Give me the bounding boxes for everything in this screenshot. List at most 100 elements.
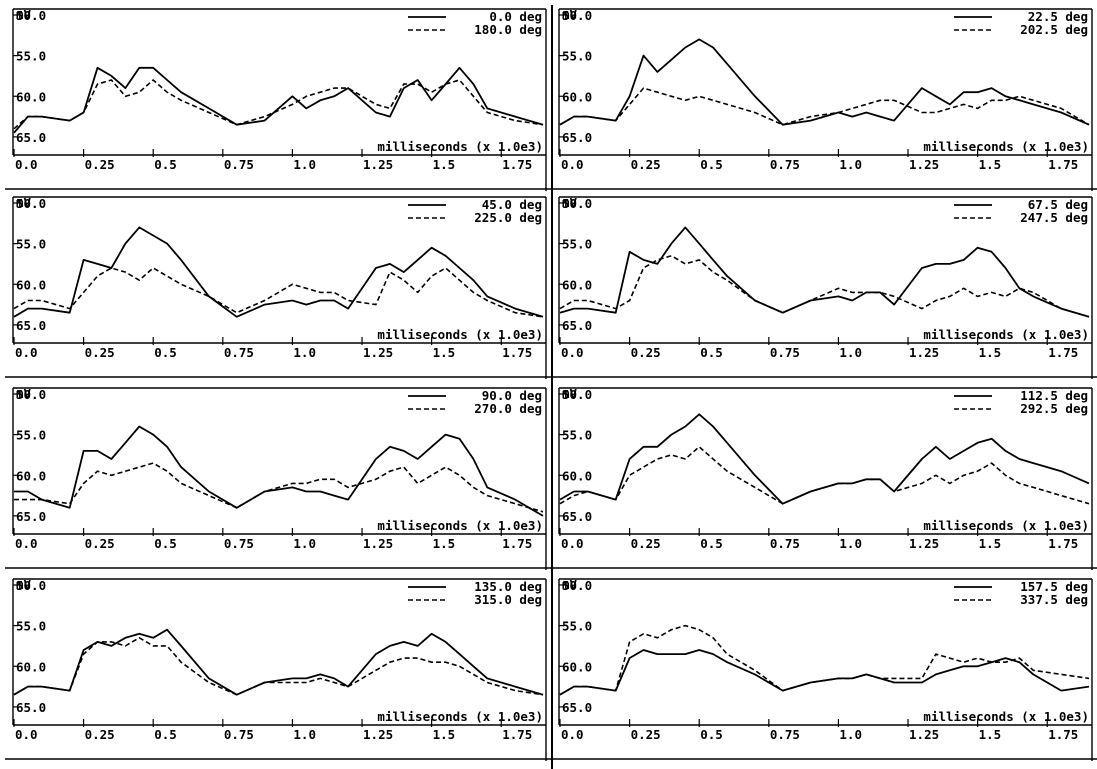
legend-label-1: 67.5 deg [1028, 197, 1088, 212]
y-tick-label: 55.0 [562, 237, 592, 252]
x-tick-label: 1.25 [363, 536, 393, 551]
legend-label-1: 112.5 deg [1020, 388, 1088, 403]
x-tick-label: 1.5 [979, 727, 1002, 742]
x-axis-label: milliseconds (x 1.0e3) [377, 518, 543, 533]
legend-label-2: 202.5 deg [1020, 22, 1088, 37]
x-tick-label: 1.25 [909, 345, 939, 360]
legend-label-1: 0.0 deg [489, 9, 542, 24]
y-tick-label: 55.0 [16, 49, 46, 64]
x-tick-label: 1.5 [433, 345, 456, 360]
x-tick-label: 1.75 [1048, 157, 1078, 172]
x-tick-label: 0.0 [15, 727, 38, 742]
x-tick-label: 1.5 [979, 345, 1002, 360]
x-tick-label: 0.5 [700, 536, 723, 551]
x-axis-label: milliseconds (x 1.0e3) [377, 139, 543, 154]
y-tick-label: 50.0 [16, 196, 46, 211]
y-tick-label: 65.0 [562, 700, 592, 715]
series-line-1 [13, 66, 544, 134]
x-tick-label: 1.5 [433, 536, 456, 551]
y-tick-label: 65.0 [16, 130, 46, 145]
x-tick-label: 1.75 [1048, 345, 1078, 360]
x-tick-label: 0.75 [224, 727, 254, 742]
y-axis-label: mV [562, 577, 578, 592]
legend-label-2: 315.0 deg [474, 592, 542, 607]
x-tick-label: 0.75 [224, 157, 254, 172]
x-tick-label: 0.25 [631, 157, 661, 172]
y-tick-label: 60.0 [16, 89, 46, 104]
legend-label-2: 247.5 deg [1020, 210, 1088, 225]
y-tick-label: 50.0 [16, 387, 46, 402]
x-tick-label: 0.25 [85, 727, 115, 742]
x-tick-label: 1.0 [839, 157, 862, 172]
series-line-1 [13, 628, 544, 696]
y-tick-label: 65.0 [16, 700, 46, 715]
x-tick-label: 1.75 [502, 727, 532, 742]
x-tick-label: 0.25 [85, 157, 115, 172]
y-tick-label: 65.0 [562, 318, 592, 333]
x-tick-label: 0.5 [700, 727, 723, 742]
plot-panel-4: mV 50.0 55.0 60.0 65.0 0.0 0.25 0.5 0.75 1.0 1.25 1… [551, 193, 1097, 379]
x-tick-label: 0.0 [15, 157, 38, 172]
y-tick-label: 55.0 [562, 49, 592, 64]
y-tick-label: 60.0 [562, 468, 592, 483]
x-tick-label: 1.5 [433, 727, 456, 742]
series-line-1 [559, 413, 1090, 505]
y-tick-label: 55.0 [562, 428, 592, 443]
x-tick-label: 1.0 [293, 536, 316, 551]
y-tick-label: 50.0 [16, 578, 46, 593]
x-tick-label: 1.0 [293, 727, 316, 742]
x-tick-label: 1.25 [909, 157, 939, 172]
y-tick-label: 55.0 [16, 619, 46, 634]
series-line-2 [14, 462, 544, 513]
x-tick-label: 1.25 [363, 157, 393, 172]
series-line-2 [559, 87, 1090, 126]
plot-panel-7: mV 50.0 55.0 60.0 65.0 0.0 0.25 0.5 0.75 1.0 1.25 1… [5, 575, 551, 761]
x-tick-label: 1.0 [839, 727, 862, 742]
x-tick-label: 1.75 [1048, 727, 1078, 742]
x-tick-label: 0.75 [224, 536, 254, 551]
legend-label-2: 292.5 deg [1020, 401, 1088, 416]
x-axis-label: milliseconds (x 1.0e3) [923, 518, 1089, 533]
x-axis-label: milliseconds (x 1.0e3) [923, 139, 1089, 154]
x-tick-label: 1.5 [979, 536, 1002, 551]
x-tick-label: 1.0 [839, 345, 862, 360]
x-tick-label: 1.75 [502, 536, 532, 551]
x-tick-label: 0.75 [224, 345, 254, 360]
series-line-2 [13, 636, 544, 696]
x-tick-label: 1.25 [909, 536, 939, 551]
x-tick-label: 1.25 [363, 727, 393, 742]
x-tick-label: 1.0 [293, 345, 316, 360]
legend-label-1: 157.5 deg [1020, 579, 1088, 594]
y-tick-label: 60.0 [562, 659, 592, 674]
x-tick-label: 1.0 [293, 157, 316, 172]
y-axis-label: mV [16, 7, 32, 22]
x-tick-label: 1.25 [909, 727, 939, 742]
x-axis-label: milliseconds (x 1.0e3) [377, 709, 543, 724]
y-tick-label: 60.0 [562, 277, 592, 292]
plot-panel-6: mV 50.0 55.0 60.0 65.0 0.0 0.25 0.5 0.75 1.0 1.25 1… [551, 384, 1097, 570]
y-tick-label: 55.0 [562, 619, 592, 634]
plot-panel-3: mV 50.0 55.0 60.0 65.0 0.0 0.25 0.5 0.75 1.0 1.25 1… [5, 193, 551, 379]
x-tick-label: 0.0 [15, 345, 38, 360]
x-tick-label: 0.75 [770, 727, 800, 742]
y-tick-label: 50.0 [562, 387, 592, 402]
legend-label-2: 180.0 deg [474, 22, 542, 37]
legend-label-1: 135.0 deg [474, 579, 542, 594]
x-tick-label: 1.5 [979, 157, 1002, 172]
legend-label-1: 90.0 deg [482, 388, 542, 403]
x-tick-label: 0.75 [770, 536, 800, 551]
plot-panel-8: mV 50.0 55.0 60.0 65.0 0.0 0.25 0.5 0.75 1.0 1.25 1… [551, 575, 1097, 761]
plot-panel-1: mV 50.0 55.0 60.0 65.0 0.0 0.25 0.5 0.75 1.0 1.25 1… [5, 5, 551, 191]
legend-label-1: 45.0 deg [482, 197, 542, 212]
x-tick-label: 1.75 [502, 157, 532, 172]
y-axis-label: mV [16, 195, 32, 210]
x-tick-label: 0.25 [631, 345, 661, 360]
x-tick-label: 0.0 [561, 345, 584, 360]
x-tick-label: 0.5 [700, 345, 723, 360]
x-tick-label: 0.0 [15, 536, 38, 551]
